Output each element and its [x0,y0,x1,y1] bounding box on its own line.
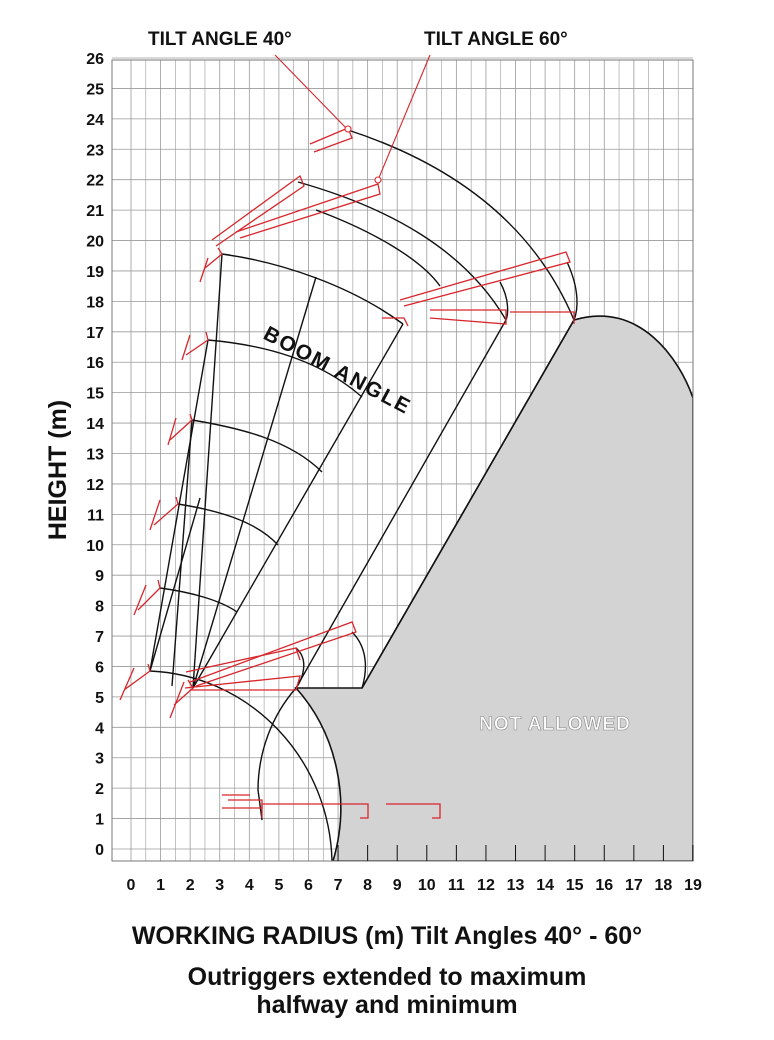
y-tick-label: 19 [86,264,104,281]
y-tick-label: 10 [86,538,104,555]
caption-line-2: halfway and minimum [256,991,518,1019]
platform-outline [386,803,441,819]
x-axis-ticks: 0 1 2 3 4 5 6 7 8 9 10 11 12 13 14 15 16 17 18 19 [127,845,702,894]
x-tick-label: 1 [156,877,165,894]
caption-line-1: Outriggers extended to maximum [187,963,587,991]
y-tick-label: 14 [86,416,104,433]
y-tick-label: 12 [86,477,104,494]
y-tick-label: 24 [86,112,104,129]
platform-outline [399,251,571,307]
y-tick-label: 6 [95,659,104,676]
y-tick-label: 3 [95,751,104,768]
x-tick-label: 7 [334,877,343,894]
x-tick-label: 2 [186,877,195,894]
x-tick-label: 6 [304,877,313,894]
x-tick-label: 16 [595,877,613,894]
y-tick-label: 5 [95,690,104,707]
platform-outline [185,647,301,673]
y-axis-ticks: 0123456789101112131415161718192021222324… [86,51,104,859]
plot-frame [111,59,694,862]
y-tick-label: 20 [86,234,104,251]
not-allowed-label: NOT ALLOWED [479,714,631,735]
platform-outline [119,663,151,701]
tilt-leaders [274,54,431,184]
y-tick-label: 21 [86,203,104,220]
x-tick-label: 18 [655,877,673,894]
x-tick-label: 9 [393,877,402,894]
platform-outline [169,679,194,719]
y-tick-label: 8 [95,599,104,616]
platform-outlines [119,127,575,819]
platform-outline [199,247,223,283]
y-tick-label: 17 [86,325,104,342]
boom-angle-label: BOOM ANGLE [260,322,416,419]
y-tick-label: 18 [86,294,104,311]
x-tick-label: 11 [448,877,465,894]
y-tick-label: 16 [86,355,104,372]
y-axis-label: HEIGHT (m) [44,400,72,540]
x-tick-label: 4 [245,877,254,894]
platform-outline [429,309,507,325]
x-tick-label: 15 [566,877,584,894]
x-tick-label: 10 [418,877,436,894]
platform-outline [309,127,353,153]
platform-outline [189,621,357,687]
platform-outline [167,413,193,446]
x-tick-label: 0 [127,877,136,894]
platform-outline [184,675,301,691]
y-tick-label: 4 [95,720,104,737]
x-tick-label: 3 [215,877,224,894]
platform-outline [133,579,161,616]
platform-outline [211,174,305,247]
y-tick-label: 0 [95,842,104,859]
tilt-40-label: TILT ANGLE 40° [148,29,292,50]
platform-outline [510,311,575,324]
x-tick-label: 14 [536,877,554,894]
tilt-60-label: TILT ANGLE 60° [424,29,568,50]
x-tick-label: 5 [274,877,283,894]
x-axis-label: WORKING RADIUS (m) Tilt Angles 40° - 60° [131,922,643,950]
platform-outline [261,803,369,819]
working-envelope [149,129,578,861]
y-tick-label: 22 [86,173,104,190]
y-tick-label: 9 [95,568,104,585]
x-tick-label: 13 [507,877,525,894]
y-tick-label: 1 [95,812,104,829]
platform-outline [181,331,209,361]
y-tick-label: 23 [86,142,104,159]
platform-outline [235,183,381,239]
platform-outline [222,794,263,809]
x-tick-label: 12 [477,877,495,894]
platform-outline [149,496,179,531]
platform-outline [382,317,409,327]
y-tick-label: 25 [86,81,104,98]
y-tick-label: 13 [86,447,104,464]
y-tick-label: 7 [95,629,104,646]
y-tick-label: 11 [87,507,104,524]
not-allowed-zone [294,315,693,861]
x-tick-label: 19 [684,877,702,894]
y-tick-label: 26 [86,51,104,68]
y-tick-label: 2 [95,781,104,798]
x-tick-label: 17 [625,877,643,894]
x-tick-label: 8 [363,877,372,894]
y-tick-label: 15 [86,386,104,403]
